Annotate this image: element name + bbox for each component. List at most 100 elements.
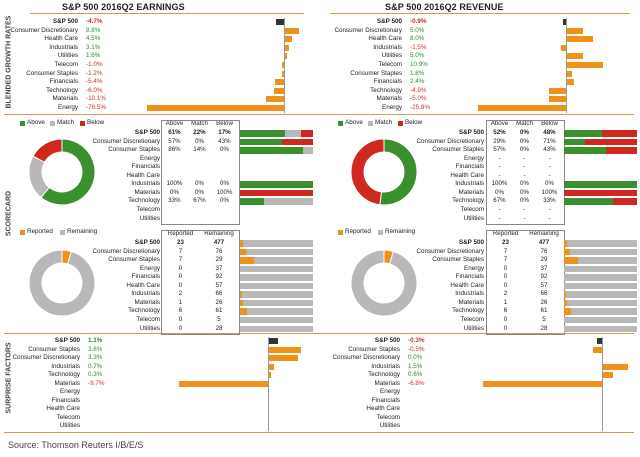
category-label: Consumer Staples: [348, 345, 400, 353]
bar: [284, 53, 287, 60]
column-header: Remaining: [529, 230, 559, 237]
match-bar: [284, 130, 301, 137]
table-cell: 0: [503, 315, 508, 323]
table-cell: -: [523, 171, 526, 179]
table-cell: 26: [540, 298, 548, 306]
above-bar: [564, 138, 586, 146]
table-cell: 477: [213, 239, 225, 246]
category-label: Telecom: [376, 413, 400, 421]
bar: [566, 27, 583, 34]
table-border: [486, 230, 565, 336]
table-cell: 29: [540, 256, 548, 264]
category-label: Consumer Discretionary: [332, 354, 400, 361]
category-label: S&P 500: [458, 239, 484, 246]
table-cell: 61: [215, 307, 223, 315]
divider: [330, 13, 630, 14]
zero-axis: [284, 18, 285, 113]
table-cell: 61: [540, 307, 548, 315]
column-header: Below: [541, 120, 558, 127]
table-cell: 0: [503, 324, 508, 332]
category-label: S&P 500: [52, 18, 78, 25]
table-cell: 7: [178, 247, 183, 255]
category-label: Consumer Staples: [28, 345, 80, 353]
reported-bar: [564, 257, 579, 264]
table-cell: 477: [538, 239, 550, 246]
table-cell: 6: [503, 307, 508, 315]
remaining-bar: [240, 325, 313, 332]
table-cell: 17%: [218, 129, 231, 136]
table-cell: 76: [215, 247, 223, 255]
table-cell: 0: [503, 273, 508, 281]
category-label: Financials: [371, 396, 400, 404]
table-cell: 0: [178, 315, 183, 323]
data-label: 5.0%: [410, 26, 425, 34]
data-label: 1.1%: [88, 337, 103, 344]
earnings-title: S&P 500 2016Q2 EARNINGS: [62, 2, 185, 12]
table-cell: 7: [178, 256, 183, 264]
remaining-bar: [578, 257, 637, 264]
remaining-bar: [570, 248, 637, 256]
table-border: [486, 120, 565, 226]
category-label: S&P 500: [376, 18, 402, 25]
bar: [284, 27, 300, 34]
bar: [281, 70, 284, 77]
table-cell: 7: [503, 256, 508, 264]
table-cell: -: [498, 205, 501, 213]
category-label: Energy: [58, 104, 78, 111]
data-label: 5.0%: [410, 52, 425, 60]
pie-slice-below: [32, 138, 63, 164]
category-label: Telecom: [460, 315, 484, 323]
bar: [266, 96, 284, 103]
bar: [566, 79, 575, 86]
category-label: S&P 500: [134, 239, 160, 246]
table-cell: 0: [503, 281, 508, 289]
category-label: Technology: [452, 307, 484, 315]
table-cell: 57%: [168, 137, 181, 145]
table-cell: 92: [215, 273, 223, 281]
category-label: Health Care: [366, 405, 400, 412]
category-label: Industrials: [373, 43, 402, 51]
column-header: Match: [516, 120, 533, 127]
reported-bar: [240, 240, 244, 247]
category-label: Telecom: [460, 205, 484, 213]
table-cell: 0%: [220, 146, 229, 154]
remaining-bar: [240, 265, 313, 273]
legend-swatch-above: [20, 121, 25, 126]
category-label: Industrials: [455, 180, 484, 188]
legend-label-reported: Reported: [345, 228, 371, 235]
data-label: 0.0%: [408, 354, 423, 361]
table-cell: 61%: [168, 129, 181, 136]
category-label: Utilities: [139, 324, 160, 332]
bar: [566, 36, 594, 43]
bar: [146, 105, 284, 111]
table-cell: 22%: [193, 129, 206, 136]
bar: [593, 346, 602, 353]
data-label: -5.0%: [410, 95, 427, 103]
data-label: 4.5%: [86, 35, 101, 43]
data-label: -5.4%: [86, 78, 103, 86]
bar: [275, 19, 284, 25]
bar: [284, 44, 290, 51]
category-label: Energy: [464, 154, 484, 162]
bar: [560, 44, 566, 51]
table-cell: -: [523, 154, 526, 162]
category-label: Technology: [128, 307, 160, 315]
table-cell: -: [548, 154, 551, 162]
data-label: -10.1%: [86, 95, 106, 103]
category-label: Consumer Staples: [108, 256, 160, 264]
remaining-bar: [570, 308, 637, 315]
category-label: Consumer Discretionary: [416, 137, 484, 145]
category-label: S&P 500: [134, 129, 160, 136]
pie-slice-above: [40, 138, 96, 206]
bar: [268, 363, 275, 370]
table-cell: 43%: [543, 146, 556, 154]
data-label: -0.3%: [408, 337, 425, 344]
reported-bar: [564, 240, 568, 247]
legend-label-above: Above: [345, 119, 363, 126]
remaining-bar: [564, 316, 637, 324]
source-note: Source: Thomson Reuters I/B/E/S: [8, 440, 144, 450]
table-cell: 2: [503, 290, 508, 298]
category-label: Financials: [455, 163, 484, 171]
table-cell: 37: [215, 264, 223, 272]
legend-label-below: Below: [87, 119, 105, 126]
